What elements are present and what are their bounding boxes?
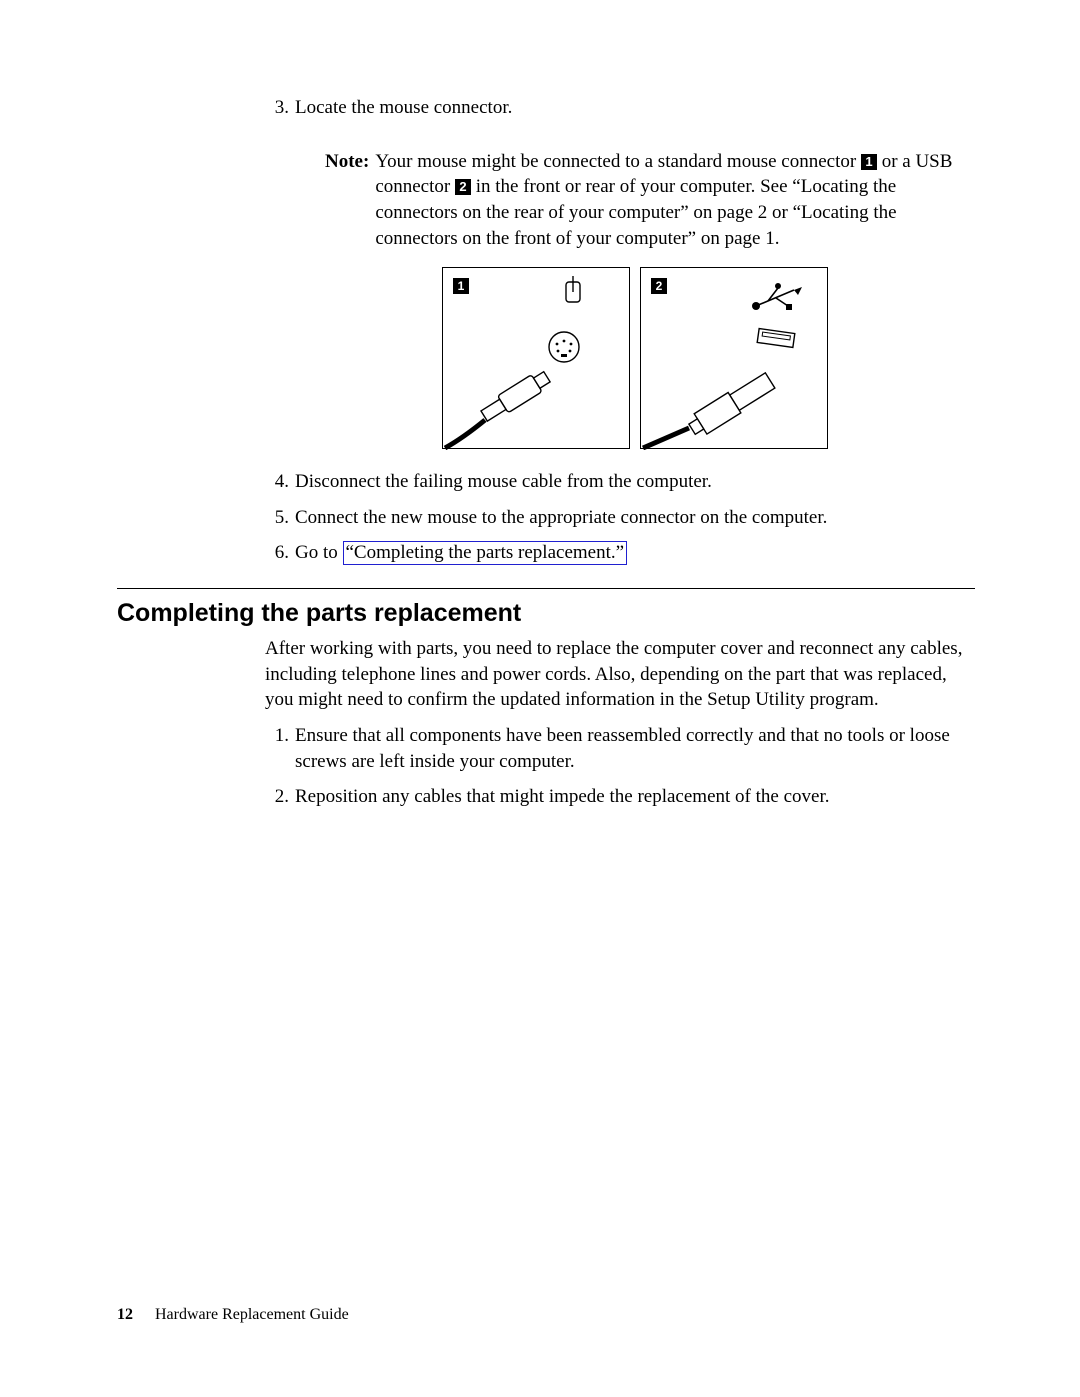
completion-step-2: 2. Reposition any cables that might impe… (265, 784, 975, 810)
step-prefix: Go to (295, 542, 343, 563)
note-body: Your mouse might be connected to a stand… (375, 149, 975, 252)
figure-callout-1: 1 (458, 279, 465, 293)
step-number: 1. (265, 723, 289, 774)
cross-ref-link[interactable]: “Completing the parts replacement.” (343, 541, 628, 565)
step-text: Go to “Completing the parts replacement.… (295, 540, 975, 566)
completion-steps: 1. Ensure that all components have been … (265, 723, 975, 810)
note-label: Note: (325, 149, 369, 252)
step-6: 6. Go to “Completing the parts replaceme… (265, 540, 975, 566)
page-number: 12 (117, 1306, 133, 1323)
section-rule (117, 588, 975, 589)
figure-usb-connector: 2 (640, 267, 828, 449)
figure-row: 1 (295, 267, 975, 449)
step-text: Locate the mouse connector. (295, 95, 975, 121)
step-5: 5. Connect the new mouse to the appropri… (265, 505, 975, 531)
callout-2-icon: 2 (455, 179, 471, 195)
section-paragraph: After working with parts, you need to re… (265, 636, 975, 713)
step-number: 3. (265, 95, 289, 459)
step-text: Reposition any cables that might impede … (295, 784, 975, 810)
step-text: Ensure that all components have been rea… (295, 723, 975, 774)
step-number: 4. (265, 469, 289, 495)
step-number: 2. (265, 784, 289, 810)
step-4: 4. Disconnect the failing mouse cable fr… (265, 469, 975, 495)
callout-1-icon: 1 (861, 154, 877, 170)
note: Note: Your mouse might be connected to a… (325, 149, 975, 252)
completion-step-1: 1. Ensure that all components have been … (265, 723, 975, 774)
note-text-1: Your mouse might be connected to a stand… (375, 151, 861, 172)
procedure-list-b: 4. Disconnect the failing mouse cable fr… (265, 469, 975, 566)
procedure-list-a: 3. Locate the mouse connector. Note: You… (265, 95, 975, 459)
footer-title: Hardware Replacement Guide (155, 1306, 349, 1323)
step-text: Connect the new mouse to the appropriate… (295, 505, 975, 531)
figure-ps2-connector: 1 (442, 267, 630, 449)
section-heading: Completing the parts replacement (117, 599, 975, 628)
step-text: Disconnect the failing mouse cable from … (295, 469, 975, 495)
step-3: 3. Locate the mouse connector. Note: You… (265, 95, 975, 459)
step-number: 5. (265, 505, 289, 531)
step-number: 6. (265, 540, 289, 566)
page-footer: 12 Hardware Replacement Guide (117, 1306, 349, 1324)
figure-callout-2: 2 (656, 279, 663, 293)
